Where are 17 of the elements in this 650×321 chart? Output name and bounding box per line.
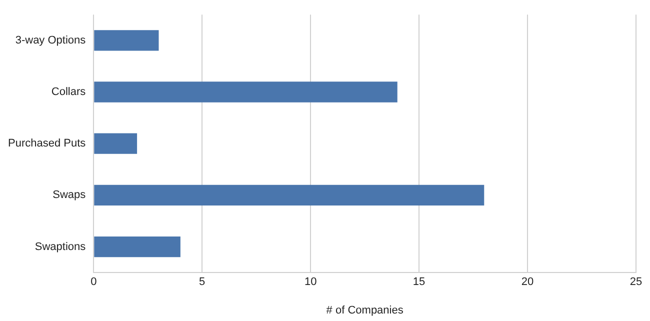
x-tick-label: 5 xyxy=(199,276,206,288)
x-axis-title: # of Companies xyxy=(326,304,404,316)
x-tick-label: 0 xyxy=(90,276,97,288)
x-tick-label: 15 xyxy=(412,276,426,288)
x-tick-label: 10 xyxy=(304,276,317,288)
bar xyxy=(94,30,159,51)
bar xyxy=(94,236,180,258)
y-tick-label: 3-way Options xyxy=(15,34,86,46)
y-tick-label: Swaps xyxy=(52,189,86,202)
y-tick-label: Swaptions xyxy=(34,240,86,253)
bar xyxy=(94,82,398,102)
x-tick-label: 20 xyxy=(521,276,534,288)
y-tick-label: Purchased Puts xyxy=(8,138,86,150)
y-tick-label: Collars xyxy=(51,86,86,98)
x-tick-label: 25 xyxy=(630,276,642,288)
bar xyxy=(94,184,484,206)
bar xyxy=(94,133,138,154)
